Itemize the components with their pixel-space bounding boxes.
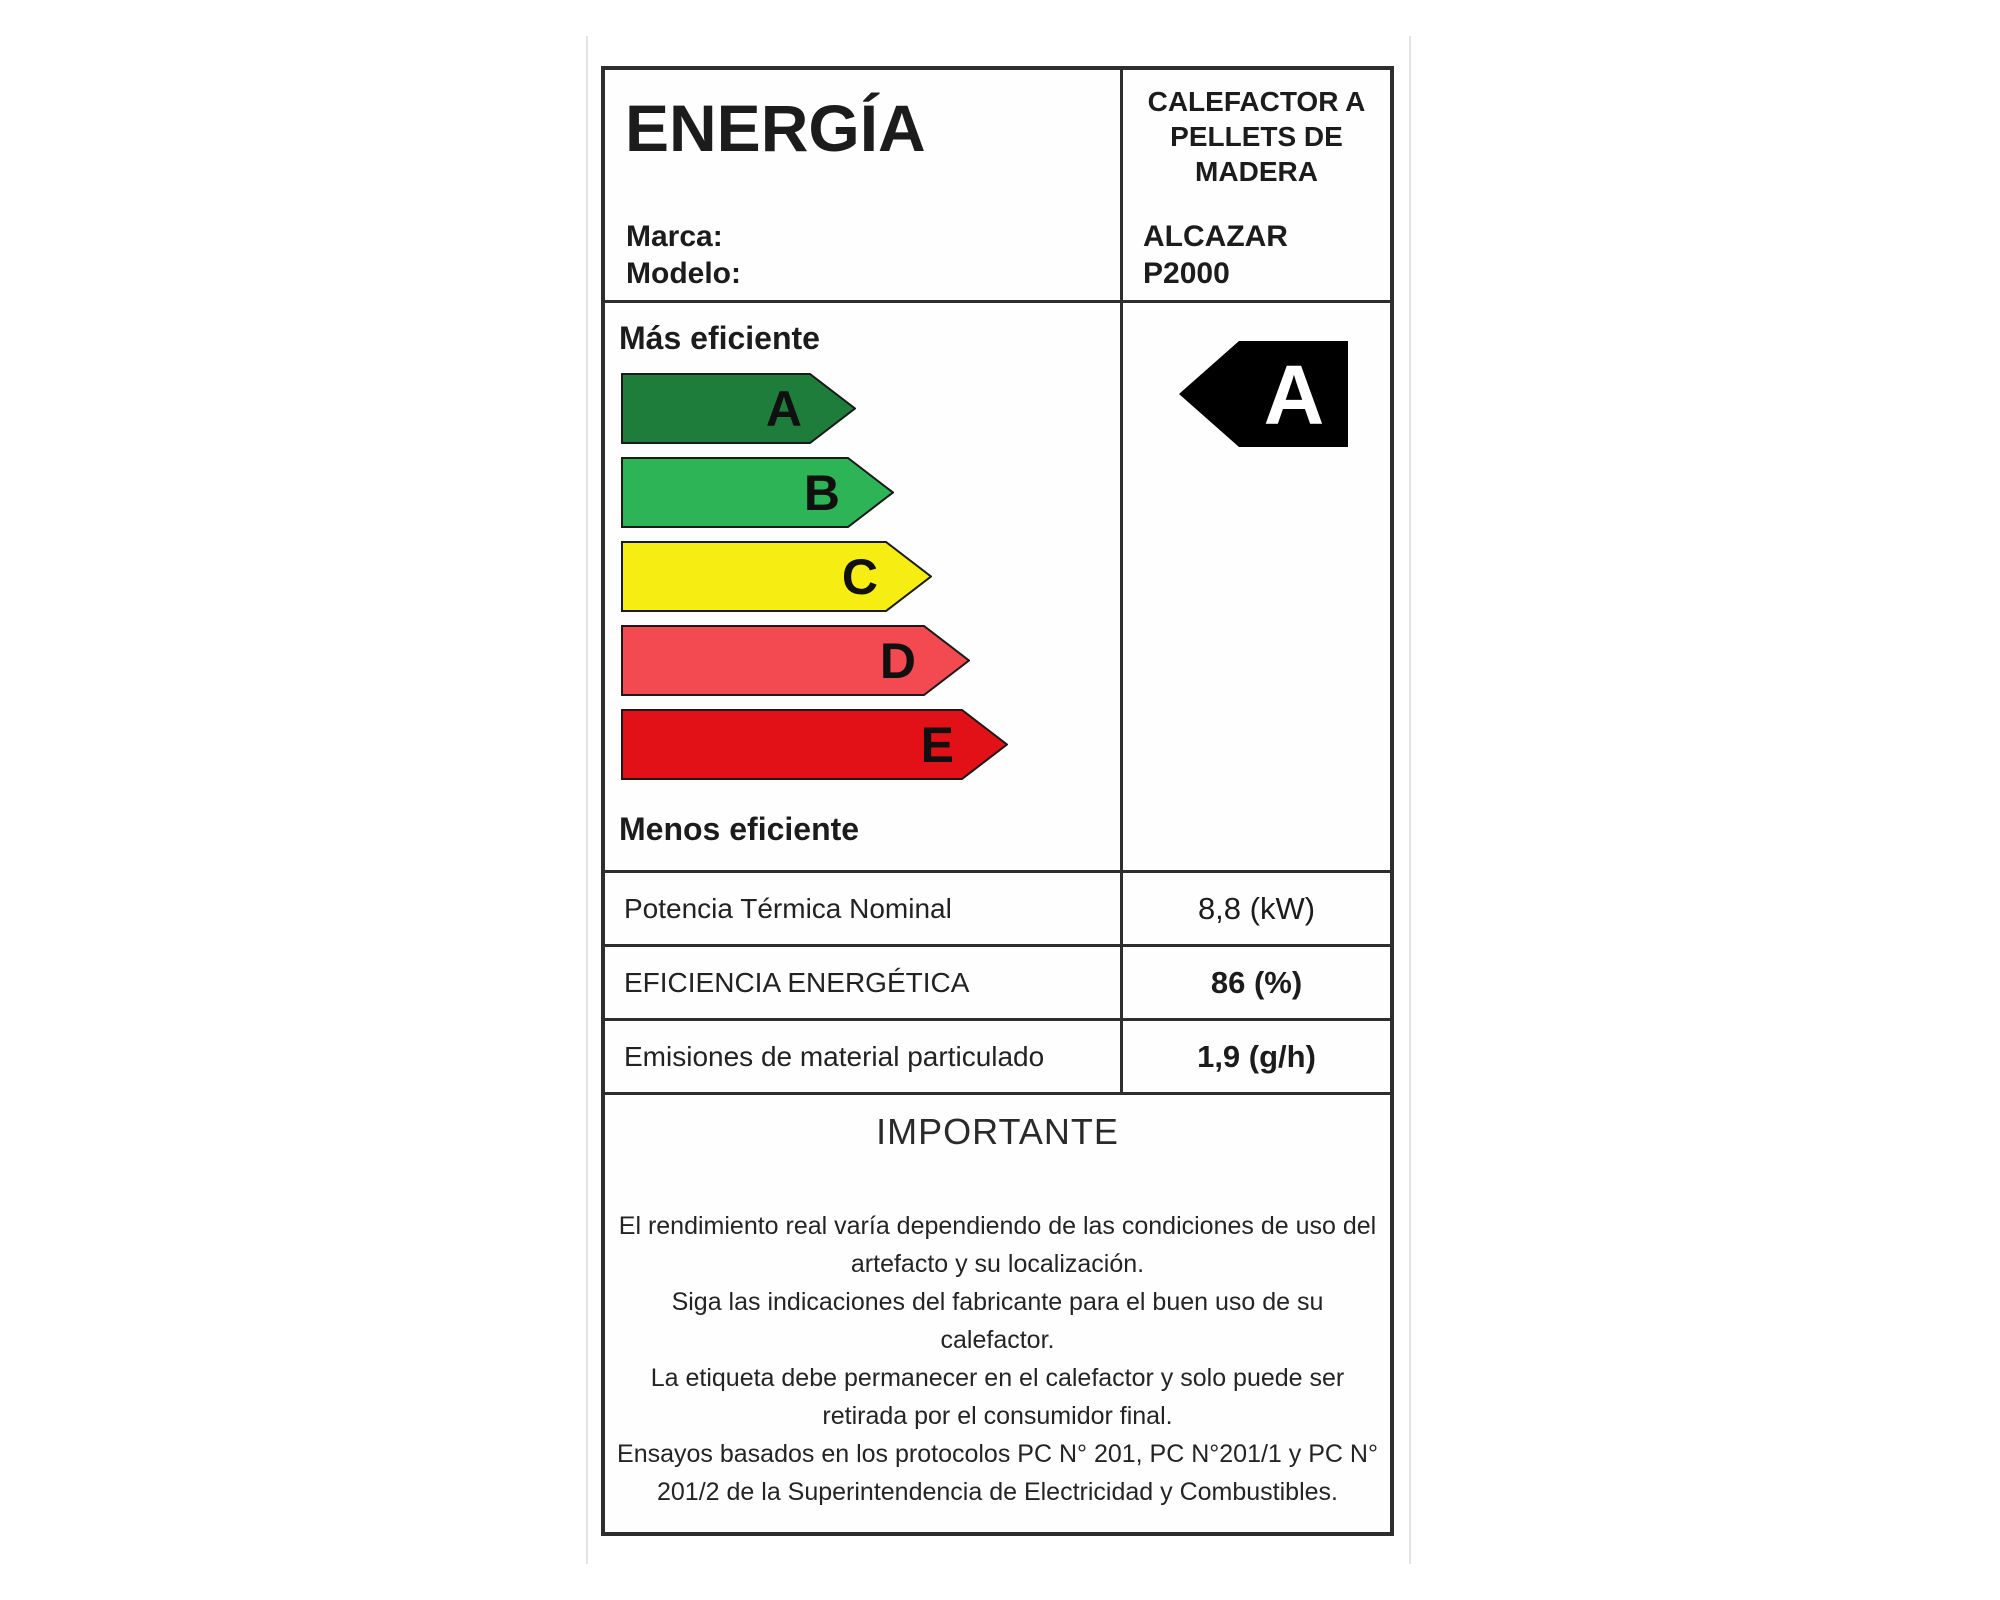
header-right-cell: CALEFACTOR A PELLETS DE MADERA ALCAZAR P… [1120, 70, 1390, 300]
page-edge-line-left [586, 36, 588, 1564]
scale-arrow-letter: B [804, 465, 840, 521]
scale-arrow-E: E [621, 709, 1008, 780]
scale-arrow-D: D [621, 625, 970, 696]
scale-arrow-shape [621, 709, 1008, 780]
model-label: Modelo: [626, 257, 741, 290]
scale-arrow-shape [621, 625, 970, 696]
spec-row: EFICIENCIA ENERGÉTICA 86 (%) [605, 944, 1390, 1018]
rating-cell: A [1120, 303, 1390, 870]
header-left-cell: ENERGÍA Marca: Modelo: [605, 70, 1120, 300]
scale-arrow-letter: E [921, 717, 954, 773]
important-section: IMPORTANTE El rendimiento real varía dep… [605, 1092, 1390, 1532]
spec-name: Potencia Térmica Nominal [624, 892, 952, 924]
spec-row: Potencia Térmica Nominal 8,8 (kW) [605, 870, 1390, 944]
important-notes: El rendimiento real varía dependiendo de… [605, 1207, 1390, 1511]
scale-arrow-letter: D [880, 633, 916, 689]
rating-arrow-shape [1179, 341, 1348, 447]
important-heading: IMPORTANTE [876, 1111, 1119, 1152]
scale-arrow-shape [621, 373, 856, 444]
product-type: CALEFACTOR A PELLETS DE MADERA [1147, 86, 1366, 187]
important-note: La etiqueta debe permanecer en el calefa… [650, 1364, 1345, 1430]
label-header: ENERGÍA Marca: Modelo: CALEFACTOR A PELL… [605, 70, 1390, 300]
important-note: Siga las indicaciones del fabricante par… [671, 1288, 1324, 1354]
rating-arrow: A [1179, 341, 1348, 447]
scale-arrow-shape [621, 541, 932, 612]
scale-arrow-A: A [621, 373, 856, 444]
label-title: ENERGÍA [625, 91, 926, 165]
model-value: P2000 [1143, 257, 1230, 290]
scale-arrow-C: C [621, 541, 932, 612]
brand-model-labels: Marca: Modelo: [626, 218, 741, 292]
spec-name: Emisiones de material particulado [624, 1040, 1045, 1072]
brand-value: ALCAZAR [1143, 220, 1288, 253]
scale-arrow-letter: C [842, 549, 878, 605]
spec-table: Potencia Térmica Nominal 8,8 (kW) EFICIENC… [605, 870, 1390, 1092]
brand-model-values: ALCAZAR P2000 [1143, 218, 1288, 292]
spec-row: Emisiones de material particulado 1,9 (g/… [605, 1018, 1390, 1092]
more-efficient-label: Más eficiente [619, 320, 820, 356]
scale-arrow-B: B [621, 457, 894, 528]
important-note: El rendimiento real varía dependiendo de… [618, 1212, 1377, 1278]
spec-value: 86 (%) [1120, 947, 1390, 1018]
energy-label: ENERGÍA Marca: Modelo: CALEFACTOR A PELL… [601, 66, 1394, 1536]
spec-value: 1,9 (g/h) [1120, 1021, 1390, 1092]
important-note: Ensayos basados en los protocolos PC N° … [617, 1440, 1378, 1506]
scale-arrow-shape [621, 457, 894, 528]
spec-value: 8,8 (kW) [1120, 873, 1390, 944]
rating-letter: A [1264, 348, 1325, 442]
less-efficient-label: Menos eficiente [619, 811, 860, 847]
brand-label: Marca: [626, 220, 723, 253]
spec-name: EFICIENCIA ENERGÉTICA [624, 966, 970, 998]
scale-arrow-letter: A [766, 381, 802, 437]
page-edge-line-right [1409, 36, 1411, 1564]
